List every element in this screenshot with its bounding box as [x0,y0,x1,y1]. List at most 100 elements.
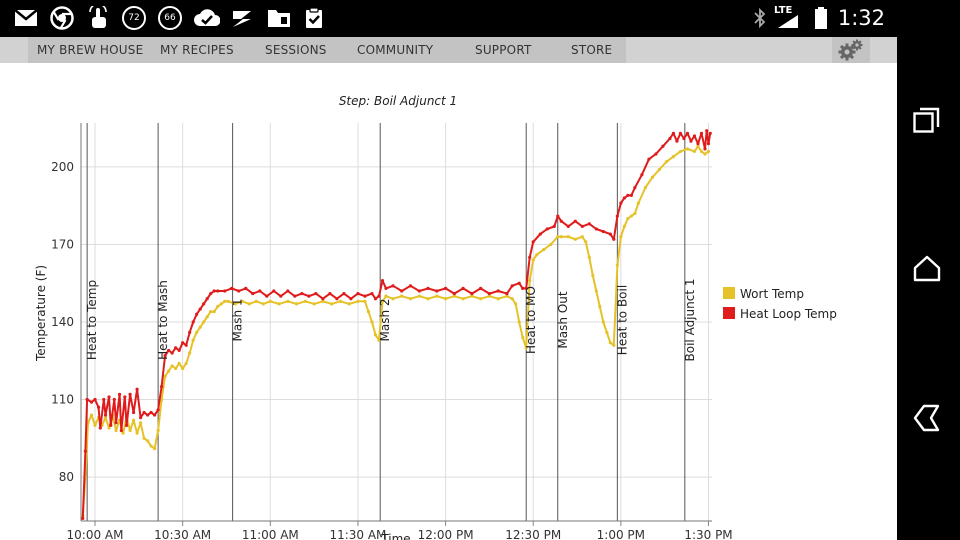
series-point [142,436,146,440]
series-point [198,307,202,311]
menu-item-community[interactable]: COMMUNITY [357,43,434,57]
series-point [83,449,87,453]
menu-item-support[interactable]: SUPPORT [475,43,532,57]
series-point [591,273,595,278]
series-point [342,291,346,296]
series-point [124,423,129,427]
settings-button[interactable] [832,37,870,63]
series-point [230,286,234,291]
series-point [107,426,111,430]
series-point [93,397,97,402]
series-point [479,286,483,291]
series-point [277,302,281,306]
series-point [356,291,360,296]
series-point [682,136,686,141]
series-point [373,333,378,337]
menu-item-my-recipes[interactable]: MY RECIPES [160,43,234,57]
folder-icon [266,6,292,30]
chrome-icon [50,6,74,30]
series-point [303,299,307,303]
signal-icon [776,6,800,30]
series-point [605,330,609,334]
series-point [640,173,644,177]
series-point [377,338,381,342]
series-point [312,302,316,306]
app-content: MY BREW HOUSE MY RECIPES SESSIONS COMMUN… [0,37,897,540]
series-point [619,201,623,205]
series-point [293,294,297,298]
series-point [417,289,421,293]
series-point [633,186,637,190]
series-point [160,385,164,389]
series-point [202,302,206,306]
recent-apps-icon[interactable] [913,106,941,134]
home-icon[interactable] [913,255,941,283]
series-point [487,294,491,298]
series-point [244,286,248,291]
series-point [219,302,223,306]
series-point [671,131,676,135]
series-point [131,410,136,415]
clipboard-check-icon [302,6,326,30]
y-axis-label: Temperature (F) [34,265,48,362]
step-label: Heat to Mash [156,280,170,360]
series-point [514,302,518,306]
menu-item-store[interactable]: STORE [571,43,613,57]
step-label: Boil Adjunct 1 [683,279,697,362]
series-point [692,134,697,138]
series-point [93,423,97,427]
series-point [608,341,612,345]
series-point [363,294,367,298]
series-point [384,294,388,298]
series-point [138,416,143,420]
x-tick-label: 11:30 AM [329,528,386,540]
series-point [321,299,325,303]
series-point [149,444,153,448]
x-tick-label: 10:30 AM [154,528,211,540]
series-point [338,299,343,303]
back-icon[interactable] [913,404,941,432]
series-point [294,302,299,306]
series-point [505,291,509,296]
series-point [212,289,216,293]
series-point [373,297,378,301]
series-point [300,291,304,296]
series-point [117,392,122,396]
gear-icon [838,39,863,61]
x-tick-label: 1:30 PM [684,528,732,540]
series-point [470,291,474,296]
series-point [384,286,388,291]
series-point [496,297,500,301]
series-point [167,348,171,353]
series-point [247,302,251,306]
series-point [380,299,385,303]
series-point [612,237,616,241]
series-point [531,258,535,262]
series-point [167,369,171,373]
chart-legend: Wort Temp Heat Loop Temp [723,287,837,321]
series-point [426,286,430,291]
series-point [496,289,500,293]
series-point [703,147,707,151]
step-label: Heat to MO [524,286,538,354]
series-point [594,227,598,231]
series-point [556,214,560,218]
series-point [307,294,311,298]
gmail-icon [14,6,38,30]
series-point [505,294,509,298]
series-point [314,291,318,296]
series-point [377,294,381,298]
series-point [163,374,167,378]
series-point [661,144,665,148]
legend-swatch [723,307,735,319]
series-point [685,147,690,151]
x-tick-label: 1:00 PM [597,528,645,540]
series-point [528,279,532,283]
series-point [89,400,94,404]
series-point [668,136,672,141]
menu-item-sessions[interactable]: SESSIONS [265,43,327,57]
series-point [556,235,560,239]
series-point [678,131,683,135]
legend-label: Heat Loop Temp [740,307,837,321]
menu-item-my-brew-house[interactable]: MY BREW HOUSE [37,43,144,57]
